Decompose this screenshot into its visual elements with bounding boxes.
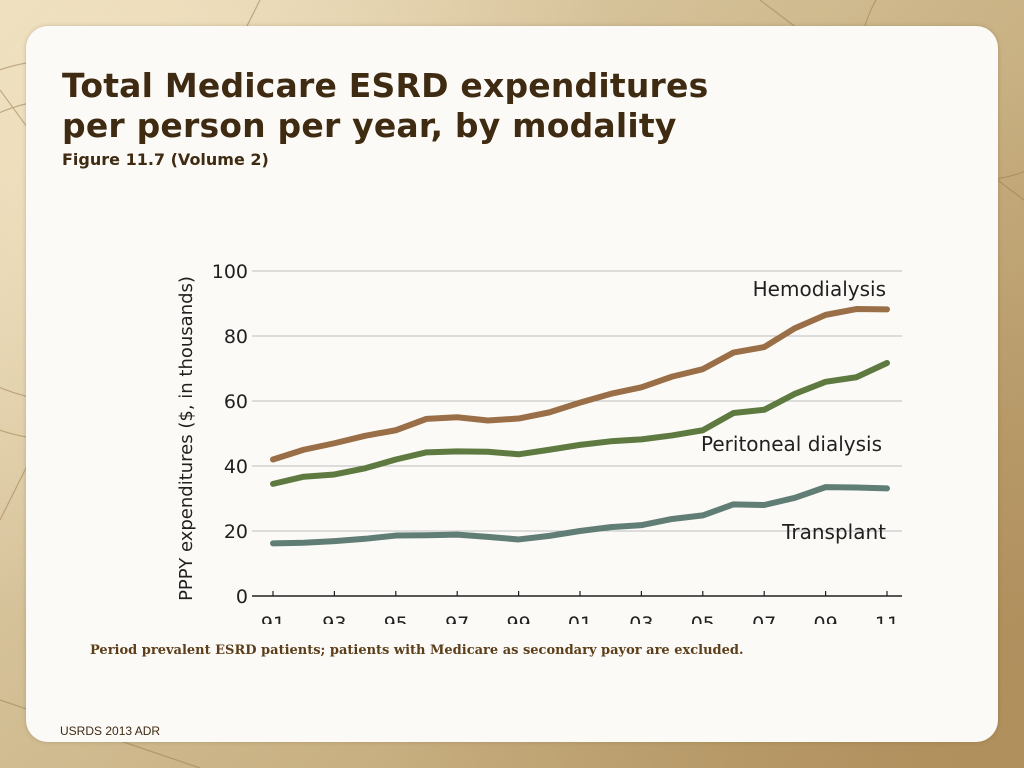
series-line-hemodialysis [270,306,890,463]
line-chart: 0 20 40 60 80 100 91 93 95 97 99 01 03 05 07 09 11 PPPY e… [176,261,902,624]
slide-card: Total Medicare ESRD expenditures per per… [26,26,998,742]
series-label-transplant: Transplant [781,520,886,544]
series-layer [270,306,890,547]
y-tick-label-60: 60 [224,391,248,413]
y-tick-label-0: 0 [236,586,248,608]
slide-title: Total Medicare ESRD expenditures per per… [62,66,708,146]
x-tick-label-11: 11 [875,613,899,624]
x-tick-label-01: 01 [568,613,592,624]
x-tick-label-05: 05 [691,613,715,624]
footnote: Period prevalent ESRD patients; patients… [90,643,744,658]
series-line-transplant [270,484,890,547]
x-tick-label-07: 07 [752,613,776,624]
y-tick-label-80: 80 [224,326,248,348]
x-tick-label-91: 91 [261,613,285,624]
series-label-peritoneal-dialysis: Peritoneal dialysis [701,432,882,456]
y-tick-label-100: 100 [212,261,248,283]
y-axis-title: PPPY expenditures ($, in thousands) [176,276,197,601]
axis-layer: 0 20 40 60 80 100 91 93 95 97 99 01 03 05 07 09 11 PPPY e… [176,261,902,624]
x-tick-label-97: 97 [445,613,469,624]
y-tick-label-20: 20 [224,521,248,543]
x-tick-label-93: 93 [322,613,346,624]
y-tick-label-40: 40 [224,456,248,478]
label-layer: Hemodialysis Peritoneal dialysis Transplan… [701,277,886,544]
x-tick-label-09: 09 [814,613,838,624]
source-label: USRDS 2013 ADR [60,724,161,738]
series-label-hemodialysis: Hemodialysis [753,277,886,301]
figure-subtitle: Figure 11.7 (Volume 2) [62,150,269,169]
x-tick-label-99: 99 [507,613,531,624]
title-line-1: Total Medicare ESRD expenditures [62,66,709,105]
x-tick-label-03: 03 [629,613,653,624]
series-line-peritoneal-dialysis [270,359,890,487]
title-line-2: per person per year, by modality [62,106,677,145]
x-tick-label-95: 95 [384,613,408,624]
